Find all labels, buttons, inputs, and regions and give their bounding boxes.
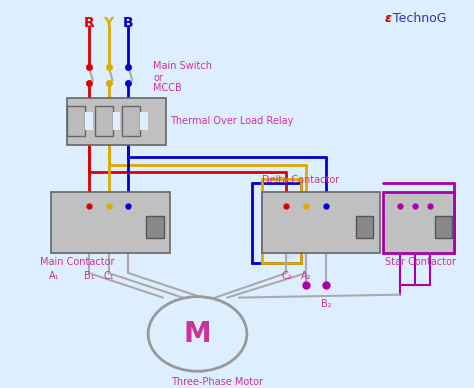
Text: Delta Contactor: Delta Contactor: [262, 175, 339, 185]
Text: B₁: B₁: [83, 271, 94, 281]
Bar: [85, 112, 93, 130]
Bar: [435, 216, 452, 238]
Text: A₂: A₂: [301, 271, 311, 281]
Text: Star Contactor: Star Contactor: [385, 257, 456, 267]
Text: Main Contactor: Main Contactor: [40, 257, 114, 267]
Bar: [51, 192, 170, 253]
Text: C₁: C₁: [103, 271, 114, 281]
Text: www. ETechnoG .COM: www. ETechnoG .COM: [87, 189, 170, 243]
Text: Thermal Over Load Relay: Thermal Over Load Relay: [170, 116, 293, 126]
Bar: [140, 112, 148, 130]
Text: A₁: A₁: [49, 271, 60, 281]
Text: Main Switch: Main Switch: [153, 61, 212, 71]
Text: TechnoG: TechnoG: [393, 12, 447, 25]
Text: B: B: [123, 16, 134, 30]
Ellipse shape: [148, 296, 247, 371]
Text: B₂: B₂: [320, 299, 331, 308]
Text: C₂: C₂: [281, 271, 292, 281]
Bar: [95, 106, 113, 135]
Text: MCCB: MCCB: [153, 83, 182, 92]
Text: R: R: [83, 16, 94, 30]
Bar: [262, 192, 380, 253]
Text: or: or: [153, 73, 163, 83]
Bar: [67, 98, 166, 146]
Text: Three-Phase Motor: Three-Phase Motor: [171, 377, 263, 387]
Bar: [356, 216, 374, 238]
Bar: [252, 183, 301, 263]
Bar: [113, 112, 120, 130]
Text: www. ETechnoG .COM: www. ETechnoG .COM: [284, 209, 368, 262]
Bar: [146, 216, 164, 238]
Text: ε: ε: [385, 12, 392, 25]
Bar: [262, 179, 301, 263]
Text: M: M: [184, 320, 211, 348]
Bar: [122, 106, 140, 135]
Text: Y: Y: [103, 16, 114, 30]
Bar: [67, 106, 85, 135]
Bar: [383, 192, 454, 253]
